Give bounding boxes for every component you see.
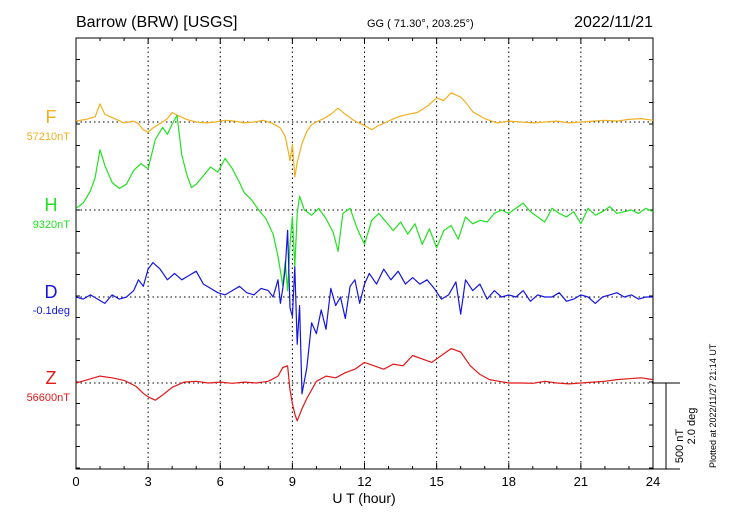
scale-bar: 500 nT 2.0 deg — [653, 382, 698, 470]
d-component-label: D — [45, 282, 58, 302]
x-axis-label: U T (hour) — [332, 490, 395, 506]
h-baseline-value-label: 9320nT — [33, 219, 71, 231]
x-tick-label: 24 — [646, 474, 660, 489]
x-tick-label: 15 — [429, 474, 443, 489]
x-tick-label: 6 — [217, 474, 224, 489]
tick-layer: 0 3 6 9 12 15 18 21 24 — [72, 38, 660, 489]
series-label-layer: F 57210nT H 9320nT D -0.1deg Z 56600nT — [27, 107, 71, 404]
station-title: Barrow (BRW) [USGS] — [76, 14, 238, 31]
date-label: 2022/11/21 — [574, 14, 653, 31]
grid-layer — [147, 38, 582, 469]
z-trace — [75, 348, 654, 422]
z-baseline-value-label: 56600nT — [27, 392, 71, 404]
x-tick-label: 9 — [289, 474, 296, 489]
baseline-layer — [76, 121, 653, 384]
z-component-label: Z — [46, 368, 57, 388]
x-tick-label: 3 — [145, 474, 152, 489]
x-tick-label: 18 — [502, 474, 516, 489]
scale-bar-deg-label: 2.0 deg — [686, 408, 698, 445]
plot-frame — [75, 37, 654, 470]
f-baseline-value-label: 57210nT — [27, 131, 71, 143]
plotted-timestamp-note: Plotted at 2022/11/27 21:14 UT — [708, 343, 718, 468]
f-trace — [75, 92, 654, 178]
x-tick-label: 0 — [72, 474, 79, 489]
trace-layer — [75, 92, 654, 422]
d-trace — [75, 229, 653, 395]
f-component-label: F — [46, 107, 57, 127]
coordinates-label: GG ( 71.30°, 203.25°) — [367, 18, 474, 30]
scale-bar-nt-label: 500 nT — [674, 429, 686, 464]
x-tick-label: 21 — [574, 474, 588, 489]
h-trace — [75, 114, 654, 292]
h-component-label: H — [45, 195, 58, 215]
x-tick-label: 12 — [357, 474, 371, 489]
d-baseline-value-label: -0.1deg — [33, 305, 70, 317]
